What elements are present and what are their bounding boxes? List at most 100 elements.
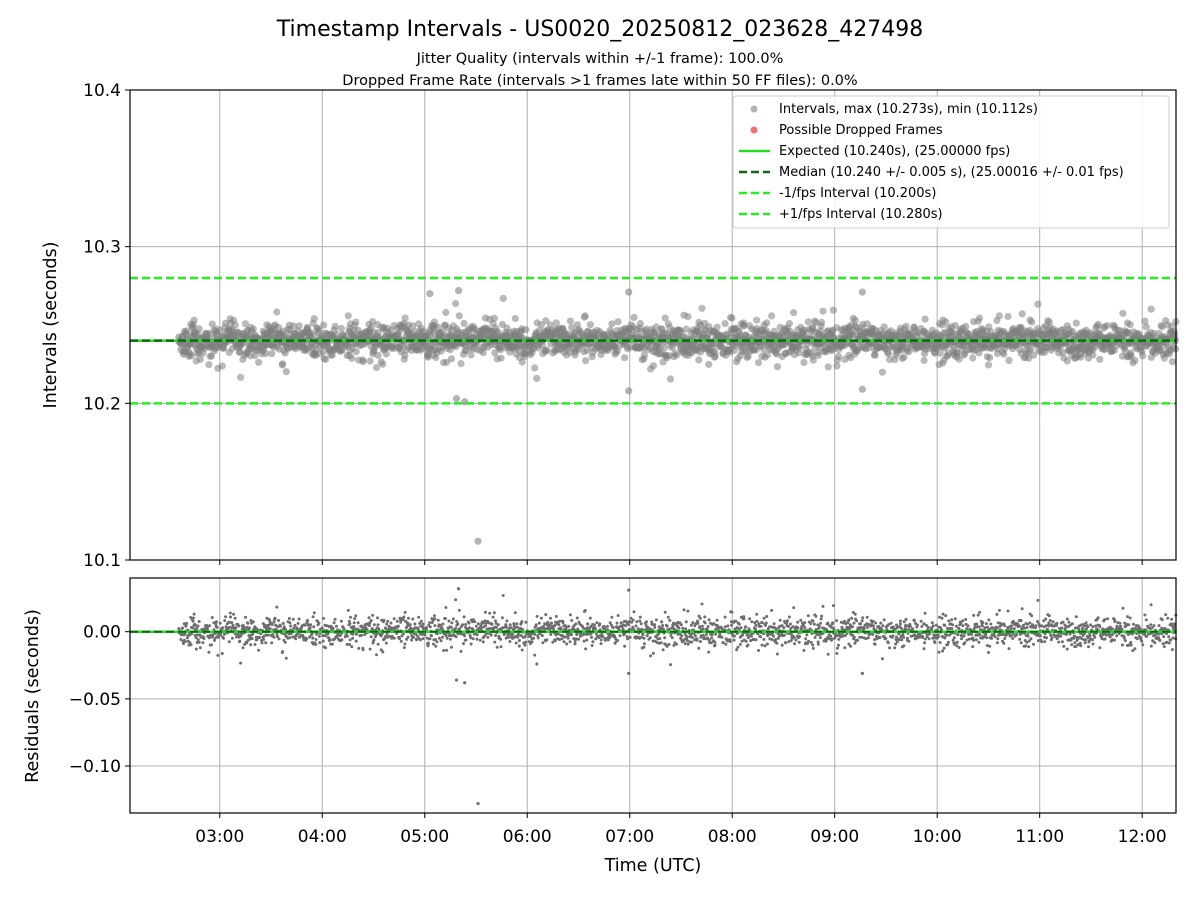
residual-point <box>239 661 243 665</box>
interval-point <box>773 363 782 371</box>
residual-point <box>672 643 676 647</box>
residual-point <box>459 649 463 653</box>
residual-point <box>532 636 536 640</box>
residual-point <box>978 633 982 637</box>
residual-point <box>995 612 999 616</box>
residual-point <box>208 624 212 628</box>
interval-point <box>231 321 239 329</box>
residual-point <box>570 619 574 622</box>
interval-point <box>614 347 622 355</box>
residual-point <box>262 638 266 641</box>
residual-point <box>314 638 318 641</box>
residual-point <box>1067 620 1071 624</box>
residual-point <box>492 611 496 615</box>
residual-point <box>859 622 863 626</box>
residual-point <box>723 615 727 619</box>
residual-point <box>481 640 485 644</box>
residual-point <box>524 620 528 624</box>
residual-point <box>296 621 300 625</box>
residual-point <box>871 632 875 636</box>
residual-point <box>493 640 497 644</box>
interval-point <box>586 321 594 329</box>
residual-point <box>639 622 643 626</box>
residual-point <box>312 625 316 629</box>
residual-point <box>893 646 897 650</box>
residual-point <box>292 626 296 630</box>
residual-point <box>331 626 335 630</box>
residual-point <box>809 622 813 626</box>
residual-point <box>984 632 988 636</box>
residual-point <box>852 635 856 639</box>
residual-point <box>257 648 261 652</box>
interval-point <box>684 313 692 321</box>
residual-point <box>907 639 911 643</box>
residual-point <box>649 654 653 658</box>
residual-point <box>435 640 439 644</box>
residual-point <box>843 619 847 623</box>
residual-point <box>508 640 512 643</box>
residual-point <box>746 643 750 647</box>
interval-point <box>728 314 736 322</box>
residual-point <box>978 610 982 614</box>
interval-point <box>1005 356 1013 364</box>
residual-point <box>642 642 646 646</box>
legend-entry-expected: Expected (10.240s), (25.00000 fps) <box>779 144 1010 159</box>
residual-point <box>354 614 358 618</box>
interval-point <box>255 358 263 366</box>
intervals-panel: 10.110.210.310.4 Intervals (seconds) Int… <box>41 81 1180 571</box>
residual-point <box>244 615 247 619</box>
residual-point <box>788 622 792 626</box>
residual-point <box>941 649 945 653</box>
residual-point <box>577 637 580 641</box>
residual-point <box>198 646 202 650</box>
residual-point <box>799 618 803 622</box>
residual-point <box>654 618 658 622</box>
residual-point <box>375 632 379 636</box>
residual-point <box>511 632 515 636</box>
interval-point <box>359 358 367 366</box>
interval-point <box>522 326 530 334</box>
residual-point <box>360 633 364 637</box>
interval-point <box>262 349 270 358</box>
residual-point <box>648 636 652 640</box>
residual-point <box>340 638 344 642</box>
residual-point <box>901 632 905 636</box>
residual-point <box>754 638 758 642</box>
residual-point <box>1028 621 1032 625</box>
residual-point <box>739 626 743 630</box>
residual-point <box>202 637 206 640</box>
interval-point <box>666 375 675 383</box>
residual-point <box>667 627 671 631</box>
residual-point <box>1051 620 1055 624</box>
residual-point <box>1048 619 1052 622</box>
residual-point <box>748 617 752 621</box>
residual-point <box>426 641 430 645</box>
residual-point <box>210 643 213 647</box>
residual-point <box>1010 624 1014 628</box>
residual-point <box>545 638 549 642</box>
interval-outlier-point <box>452 395 461 403</box>
residual-point <box>428 621 432 625</box>
residual-point <box>488 611 492 615</box>
residual-point <box>878 635 882 639</box>
residual-point <box>505 625 508 629</box>
interval-point <box>649 362 658 370</box>
residual-point <box>661 648 665 652</box>
interval-point <box>409 322 417 330</box>
residual-point <box>707 618 711 622</box>
residual-point <box>904 623 908 627</box>
residual-point <box>1012 627 1016 631</box>
residual-point <box>728 640 732 643</box>
residual-point <box>406 635 410 639</box>
residual-point <box>447 619 451 623</box>
interval-point <box>457 360 465 368</box>
residual-point <box>713 643 717 647</box>
interval-point <box>348 354 356 362</box>
residual-point <box>1009 627 1013 631</box>
residual-point <box>784 641 788 645</box>
interval-point <box>352 348 360 356</box>
residual-point <box>679 623 683 627</box>
interval-outlier-point <box>858 385 866 393</box>
residual-point <box>573 642 577 646</box>
residual-point <box>821 604 825 608</box>
